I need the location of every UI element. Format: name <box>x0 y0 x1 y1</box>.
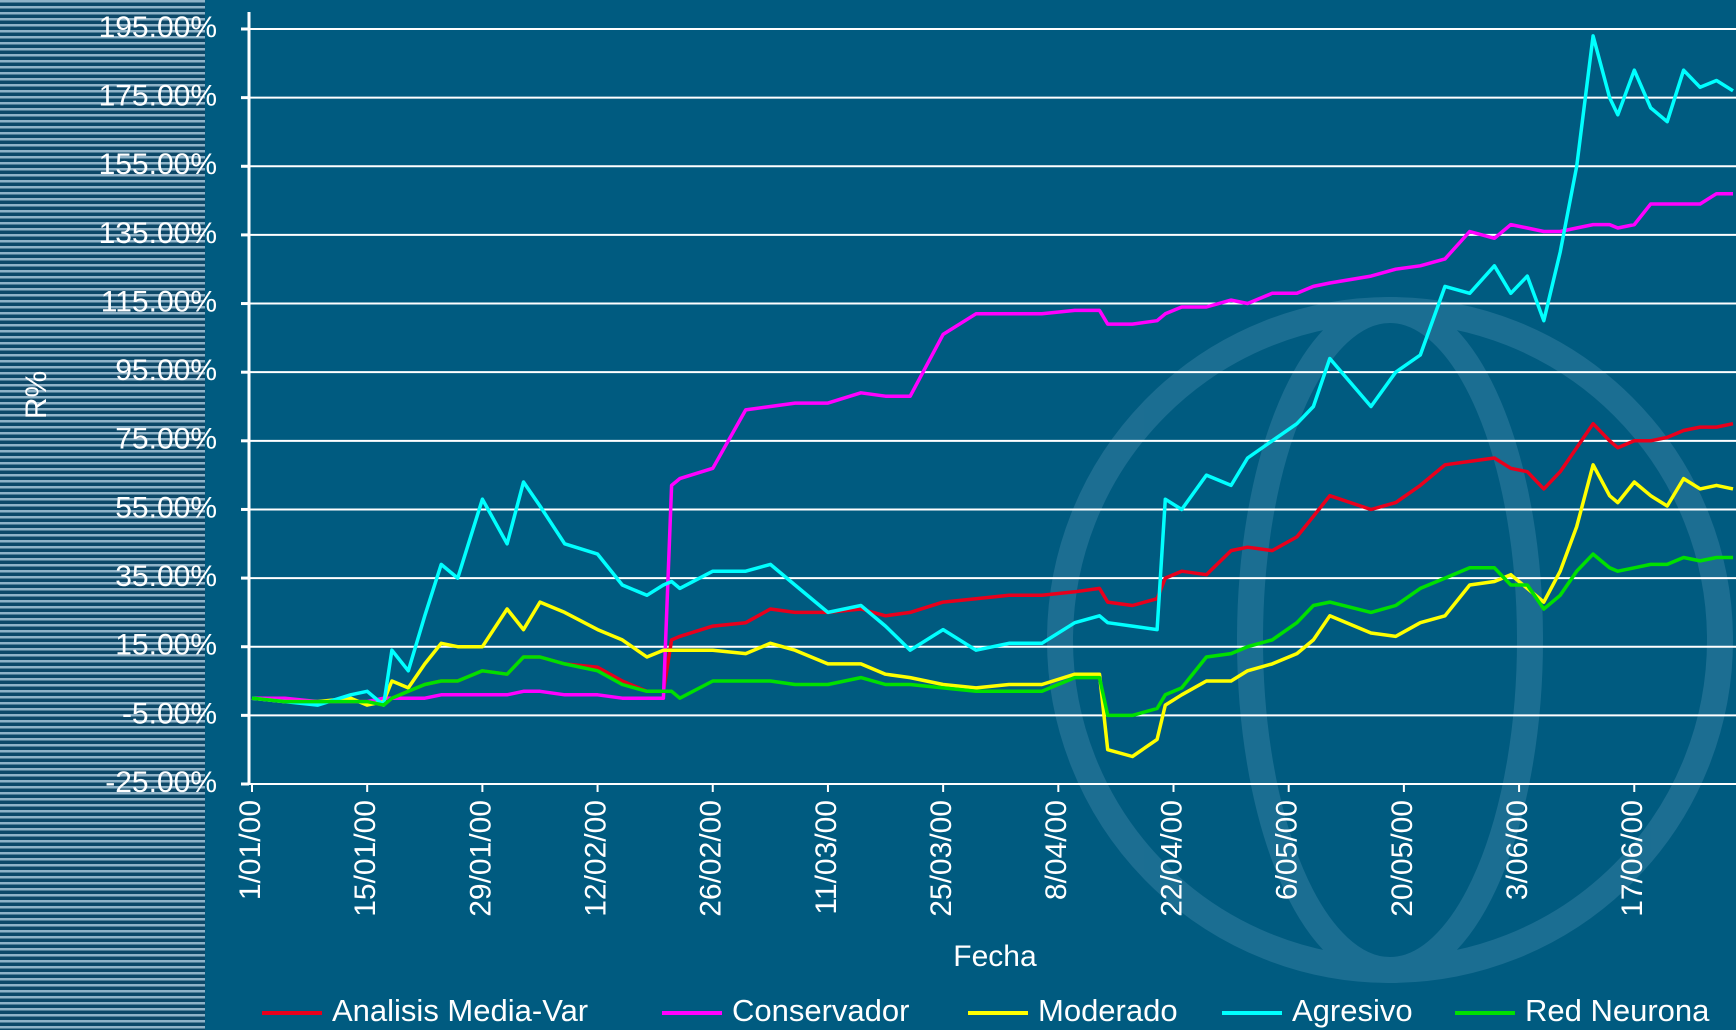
legend-label: Red Neurona <box>1525 993 1710 1028</box>
y-tick-label: 195.00% <box>99 11 217 44</box>
y-tick-label: 95.00% <box>115 354 217 387</box>
x-tick-label: 26/02/00 <box>695 800 728 917</box>
x-tick-label: 15/01/00 <box>349 800 382 917</box>
x-tick-label: 11/03/00 <box>810 800 843 915</box>
x-tick-label: 20/05/00 <box>1386 800 1419 917</box>
x-tick-label: 1/01/00 <box>234 800 267 900</box>
legend-label: Agresivo <box>1292 993 1413 1028</box>
series-line <box>251 463 1734 759</box>
y-tick-label: 115.00% <box>101 285 217 318</box>
y-axis-label: R% <box>20 371 53 419</box>
x-tick-label: 25/03/00 <box>925 800 958 917</box>
y-tick-label: -5.00% <box>122 697 217 730</box>
x-tick-label: 12/02/00 <box>579 800 612 917</box>
x-tick-label: 3/06/00 <box>1501 800 1534 900</box>
side-panel <box>0 0 205 1030</box>
legend-label: Moderado <box>1038 993 1178 1028</box>
y-tick-label: 15.00% <box>115 629 217 662</box>
x-tick-label: 17/06/00 <box>1616 800 1649 917</box>
x-tick-label: 6/05/00 <box>1271 800 1304 900</box>
x-tick-label: 22/04/00 <box>1155 800 1188 917</box>
y-tick-label: 155.00% <box>99 148 217 181</box>
x-tick-label: 29/01/00 <box>464 800 497 917</box>
legend-label: Analisis Media-Var <box>332 993 588 1028</box>
watermark <box>1047 297 1733 983</box>
y-tick-label: 175.00% <box>99 80 217 113</box>
legend-label: Conservador <box>732 993 909 1028</box>
y-tick-label: -25.00% <box>105 766 217 799</box>
y-tick-label: 55.00% <box>115 491 217 524</box>
series-line <box>251 552 1733 718</box>
y-tick-label: 35.00% <box>115 560 217 593</box>
x-axis-label: Fecha <box>953 940 1037 973</box>
series-line <box>252 191 1733 704</box>
x-tick-label: 8/04/00 <box>1040 800 1073 900</box>
y-tick-label: 75.00% <box>115 423 217 456</box>
series-line <box>251 34 1734 707</box>
y-tick-label: 135.00% <box>99 217 217 250</box>
